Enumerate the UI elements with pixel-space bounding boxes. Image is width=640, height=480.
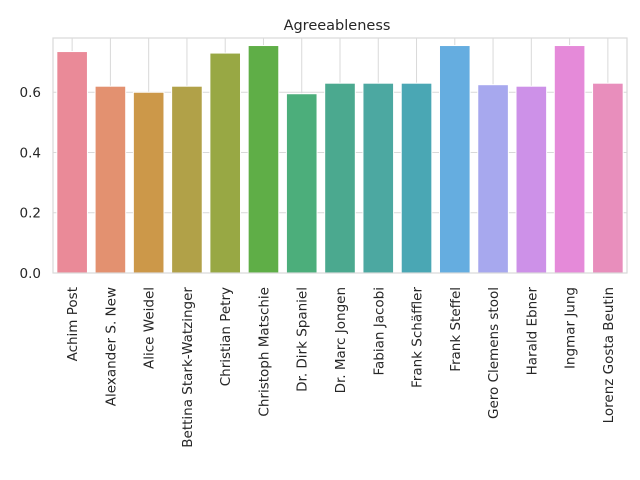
bar: [209, 52, 242, 274]
y-tick-label: 0.2: [20, 206, 41, 222]
bar: [132, 91, 165, 274]
x-tick-label: Christoph Matschie: [256, 287, 272, 417]
x-tick-label: Harald Ebner: [524, 287, 540, 376]
y-tick-label: 0.0: [20, 266, 41, 282]
bar: [400, 82, 433, 274]
x-tick-label: Gero Clemens stool: [486, 287, 502, 419]
axes: [52, 37, 628, 274]
x-tick-label: Fabian Jacobi: [371, 287, 387, 376]
bar: [247, 45, 280, 274]
x-tick-label: Dr. Dirk Spaniel: [295, 287, 311, 392]
bar: [592, 82, 624, 274]
x-tick-label: Alexander S. New: [103, 287, 119, 406]
bar: [438, 45, 471, 274]
x-tick-label: Alice Weidel: [142, 287, 158, 369]
x-tick-label: Christian Petry: [218, 287, 234, 386]
x-tick-label: Lorenz Gosta Beutin: [601, 287, 617, 423]
bar: [515, 85, 548, 274]
x-tick-label: Achim Post: [65, 287, 81, 361]
plot-frame: [52, 37, 628, 274]
x-tick-label: Frank Steffel: [448, 287, 464, 372]
bar: [324, 82, 356, 274]
bar: [94, 85, 127, 274]
chart-title: Agreeableness: [284, 18, 391, 34]
bars: [56, 45, 624, 274]
x-tick-label: Ingmar Jung: [563, 287, 579, 369]
y-tick-label: 0.6: [20, 85, 41, 101]
x-tick-label: Bettina Stark-Watzinger: [180, 287, 196, 448]
x-tick-label: Frank Schäffler: [410, 287, 426, 388]
bar: [477, 84, 509, 274]
bar: [171, 85, 203, 274]
x-tick-labels: Achim Post Alexander S. New Alice Weidel Be…: [65, 287, 617, 448]
y-tick-label: 0.4: [20, 145, 41, 161]
bar: [553, 45, 586, 274]
bar: [56, 51, 88, 274]
bar: [285, 93, 318, 274]
y-tick-labels: 0.0 0.2 0.4 0.6: [20, 85, 41, 282]
bar: [362, 82, 395, 274]
x-tick-label: Dr. Marc Jongen: [333, 287, 349, 393]
